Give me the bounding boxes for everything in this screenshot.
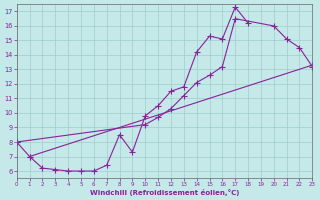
X-axis label: Windchill (Refroidissement éolien,°C): Windchill (Refroidissement éolien,°C) [90,189,239,196]
